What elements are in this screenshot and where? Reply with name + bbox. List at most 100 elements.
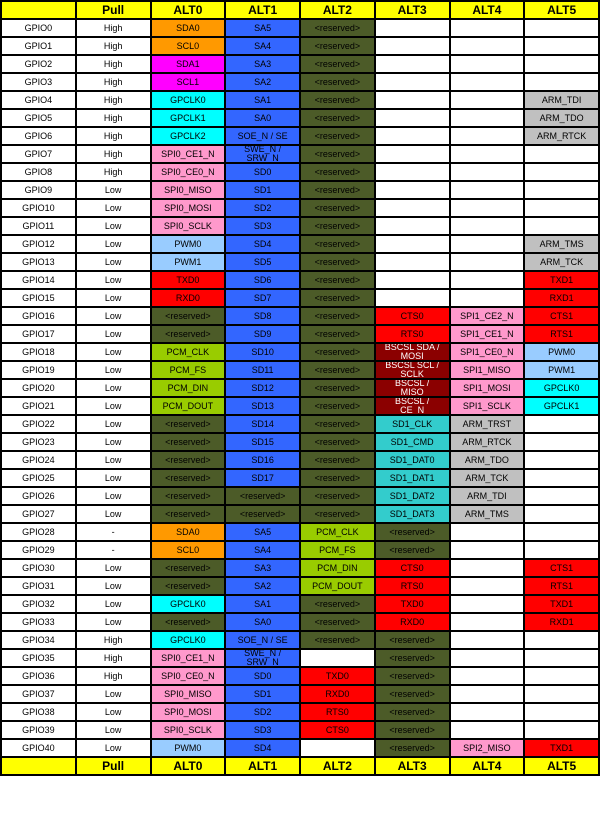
alt4-cell bbox=[448, 666, 526, 686]
pull-value: Low bbox=[104, 418, 122, 429]
alt-function-label: ARM_TCK bbox=[465, 472, 509, 483]
alt5-cell: TXD1 bbox=[523, 594, 600, 614]
alt-function-label: ARM_TDO bbox=[539, 112, 584, 123]
alt-function-label bbox=[451, 633, 522, 647]
pull-cell: High bbox=[74, 666, 152, 686]
gpio-label: GPIO19 bbox=[22, 364, 55, 375]
alt4-cell: SPI1_SCLK bbox=[448, 396, 526, 416]
alt2-cell: <reserved> bbox=[299, 180, 376, 200]
alt-function-label: RTS0 bbox=[400, 328, 424, 339]
pull-value: Low bbox=[104, 256, 122, 267]
alt2-cell: RXD0 bbox=[299, 684, 376, 704]
gpio-label-cell: GPIO36 bbox=[0, 666, 77, 686]
alt-function-label bbox=[377, 291, 448, 305]
gpio-label-cell: GPIO8 bbox=[0, 162, 77, 182]
alt4-cell: SPI2_MISO bbox=[448, 738, 526, 758]
alt3-cell: <reserved> bbox=[373, 702, 451, 722]
alt1-cell: SD10 bbox=[224, 342, 301, 362]
alt2-cell: <reserved> bbox=[299, 324, 376, 344]
alt-function-label bbox=[377, 273, 448, 287]
col-header-pull: Pull bbox=[74, 756, 152, 776]
alt-function-label: <reserved> bbox=[314, 472, 361, 483]
alt-function-label: <reserved> bbox=[314, 616, 361, 627]
alt-function-label bbox=[526, 417, 597, 431]
alt-function-label bbox=[451, 651, 522, 665]
col-header-alt1: ALT1 bbox=[224, 0, 301, 20]
alt-function-label: ARM_TDI bbox=[541, 94, 582, 105]
alt-function-label: SDA0 bbox=[176, 526, 200, 537]
pull-value: Low bbox=[104, 274, 122, 285]
pull-value: High bbox=[103, 40, 123, 51]
alt-function-label: <reserved> bbox=[165, 436, 211, 447]
alt-function-label: PWM0 bbox=[174, 238, 202, 249]
alt-function-label: SD17 bbox=[251, 472, 274, 483]
alt4-cell bbox=[448, 144, 526, 164]
gpio-alt-function-table: Pull ALT0 ALT1 ALT2 ALT3 ALT4 ALT5 GPIO0 High SD… bbox=[0, 0, 600, 776]
gpio-label: GPIO35 bbox=[22, 652, 55, 663]
pull-value: Low bbox=[104, 220, 122, 231]
gpio-label-cell: GPIO4 bbox=[0, 90, 77, 110]
alt-function-label: <reserved> bbox=[314, 94, 361, 105]
table-row: GPIO36 High SPI0_CE0_N SD0 TXD0 <reserved> bbox=[0, 666, 600, 686]
alt-function-label: SD12 bbox=[251, 382, 274, 393]
alt-function-label: SD14 bbox=[251, 418, 274, 429]
alt-function-label: <reserved> bbox=[389, 688, 435, 699]
alt-function-label: SOE_N / SE bbox=[237, 634, 288, 645]
alt3-cell: SD1_CLK bbox=[373, 414, 451, 434]
alt5-cell bbox=[523, 18, 600, 38]
alt0-cell: SPI0_SCLK bbox=[149, 720, 227, 740]
alt1-cell: <reserved> bbox=[224, 504, 301, 524]
pull-value: Low bbox=[104, 346, 122, 357]
alt-function-label bbox=[526, 39, 597, 53]
alt-function-label: <reserved> bbox=[314, 292, 361, 303]
alt2-cell: PCM_DIN bbox=[299, 558, 376, 578]
alt-function-label bbox=[526, 669, 597, 683]
gpio-label: GPIO0 bbox=[24, 22, 53, 33]
alt-function-label bbox=[451, 183, 522, 197]
alt4-cell: SPI1_CE0_N bbox=[448, 342, 526, 362]
alt-function-label: <reserved> bbox=[314, 490, 361, 501]
alt-function-label: SPI0_CE0_N bbox=[161, 670, 215, 681]
alt-function-label bbox=[451, 93, 522, 107]
gpio-label-cell: GPIO33 bbox=[0, 612, 77, 632]
alt-function-label: GPCLK1 bbox=[170, 112, 206, 123]
alt1-cell: SD0 bbox=[224, 162, 301, 182]
alt-function-label: RTS0 bbox=[325, 706, 349, 717]
alt1-cell: SD15 bbox=[224, 432, 301, 452]
col-header-alt1: ALT1 bbox=[224, 756, 301, 776]
alt-function-label: SD10 bbox=[251, 346, 274, 357]
gpio-label: GPIO6 bbox=[24, 130, 53, 141]
alt-function-label: SPI0_MOSI bbox=[164, 202, 212, 213]
alt-function-label: PWM1 bbox=[548, 364, 576, 375]
table-row: GPIO26 Low <reserved> <reserved> <reserved> S… bbox=[0, 486, 600, 506]
alt4-cell bbox=[448, 612, 526, 632]
alt4-cell: SPI1_MOSI bbox=[448, 378, 526, 398]
alt3-cell bbox=[373, 252, 451, 272]
pull-cell: Low bbox=[74, 504, 152, 524]
alt3-cell: SD1_DAT0 bbox=[373, 450, 451, 470]
alt1-cell: SA4 bbox=[224, 540, 301, 560]
alt-function-label: RTS0 bbox=[400, 580, 424, 591]
alt-function-label: GPCLK0 bbox=[170, 598, 206, 609]
alt-function-label bbox=[377, 147, 448, 161]
pull-cell: Low bbox=[74, 702, 152, 722]
alt4-cell bbox=[448, 720, 526, 740]
alt-function-label bbox=[526, 57, 597, 71]
col-header-alt5: ALT5 bbox=[523, 0, 600, 20]
pull-value: Low bbox=[104, 382, 122, 393]
gpio-label-cell: GPIO27 bbox=[0, 504, 77, 524]
pull-value: High bbox=[103, 22, 123, 33]
alt0-cell: <reserved> bbox=[149, 324, 227, 344]
alt0-cell: GPCLK1 bbox=[149, 108, 227, 128]
alt-function-label: <reserved> bbox=[314, 238, 361, 249]
alt-function-label: SPI0_SCLK bbox=[163, 724, 212, 735]
alt-function-label: ARM_TDI bbox=[467, 490, 507, 501]
alt-function-label: SPI1_CE2_N bbox=[460, 310, 514, 321]
alt5-cell bbox=[523, 432, 600, 452]
alt4-cell bbox=[448, 684, 526, 704]
alt5-cell bbox=[523, 36, 600, 56]
alt-function-label: SCL1 bbox=[176, 76, 200, 87]
alt-function-label: SD0 bbox=[253, 166, 272, 177]
alt-function-label bbox=[451, 219, 522, 233]
alt-function-label: SD4 bbox=[253, 238, 272, 249]
